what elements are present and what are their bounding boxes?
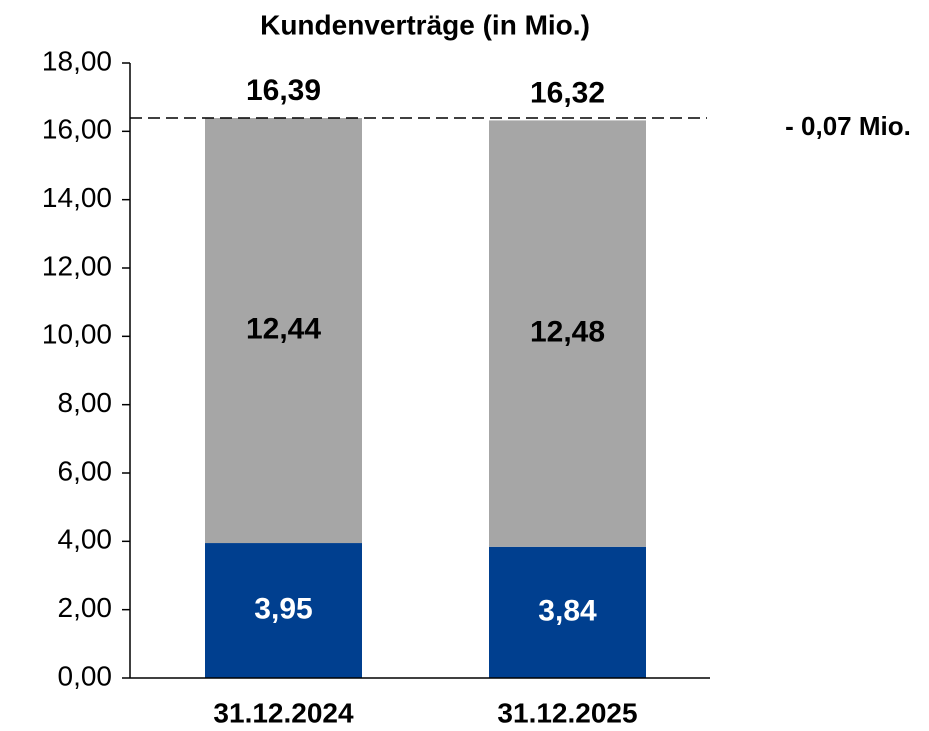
y-tick-label: 2,00 xyxy=(58,592,113,623)
y-tick-label: 8,00 xyxy=(58,387,113,418)
y-tick-label: 10,00 xyxy=(42,319,112,350)
x-tick-label: 31.12.2024 xyxy=(213,697,354,728)
bar-segment xyxy=(205,118,362,544)
value-label: 12,48 xyxy=(530,316,605,349)
y-tick-label: 0,00 xyxy=(58,660,113,691)
value-label: 12,44 xyxy=(246,312,321,345)
y-tick-label: 16,00 xyxy=(42,114,112,145)
chart-title: Kundenverträge (in Mio.) xyxy=(260,9,590,40)
y-tick-label: 12,00 xyxy=(42,250,112,281)
x-tick-label: 31.12.2025 xyxy=(497,697,637,728)
total-label: 16,39 xyxy=(246,74,321,107)
annotation: - 0,07 Mio. xyxy=(785,111,911,141)
y-tick-label: 18,00 xyxy=(42,45,112,76)
value-label: 3,95 xyxy=(254,592,312,625)
bar-segment xyxy=(489,120,646,547)
bar-segment xyxy=(205,543,362,678)
y-tick-label: 6,00 xyxy=(58,455,113,486)
total-label: 16,32 xyxy=(530,76,605,109)
bar-segment xyxy=(489,546,646,678)
y-tick-label: 14,00 xyxy=(42,182,112,213)
y-tick-label: 4,00 xyxy=(58,524,113,555)
value-label: 3,84 xyxy=(538,594,597,627)
